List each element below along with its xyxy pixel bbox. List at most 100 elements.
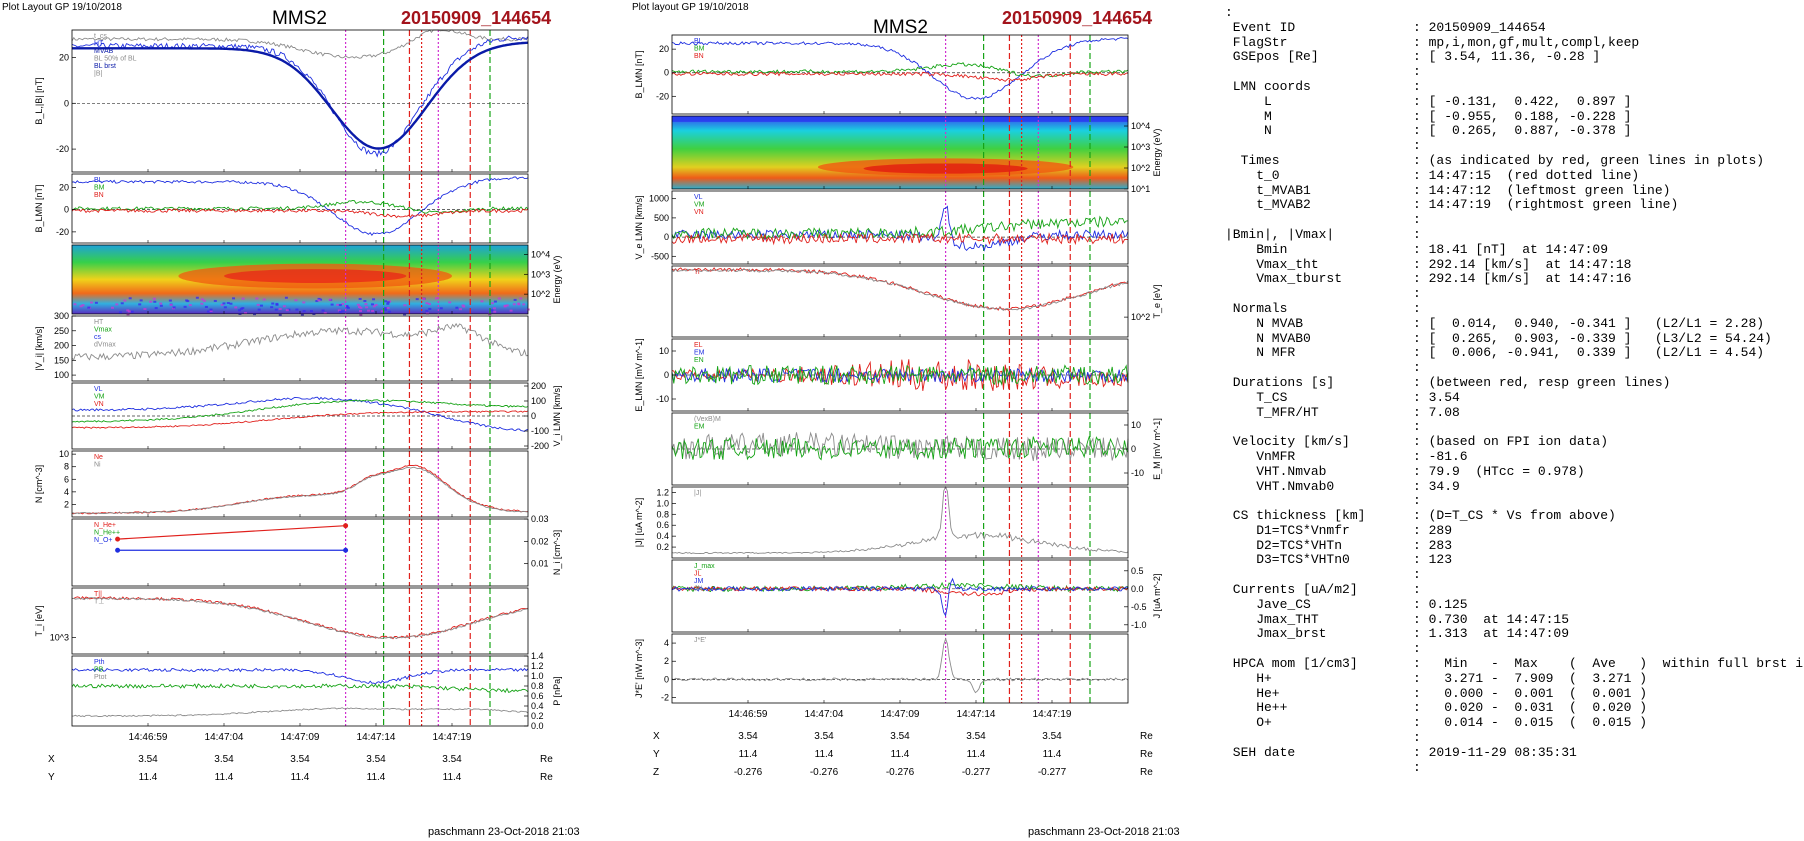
series-BL model (72, 41, 529, 150)
info-key: LMN coords (1225, 78, 1311, 94)
x-tick-label: 14:47:14 (957, 709, 996, 720)
spectrogram-speckle (358, 297, 362, 300)
series-VM (71, 399, 529, 423)
info-key: GSEpos [Re] (1225, 49, 1319, 65)
info-line: VHT.Nmvab0: 34.9 (1225, 479, 1800, 495)
series-EM (671, 364, 1129, 386)
info-value: : 123 (1413, 552, 1453, 568)
spectrogram-speckle (492, 307, 496, 310)
series-VM (671, 215, 1129, 240)
legend-entry: PB (94, 667, 104, 674)
info-line: : (1225, 360, 1800, 376)
spectrogram-speckle (319, 298, 323, 301)
info-value: : 283 (1413, 537, 1453, 553)
spectrogram-speckle (384, 307, 388, 310)
y-tick-label: 10^1 (1131, 184, 1150, 194)
info-line: GSEpos [Re] : [ 3.54, 11.36, -0.28 ] (1225, 49, 1800, 65)
legend-entry: HT (94, 319, 104, 326)
info-key: N MFR (1225, 345, 1296, 361)
info-value: : 3.54 (1413, 389, 1460, 405)
legend-entry: EL (694, 342, 703, 349)
y-tick-label: -20 (56, 227, 69, 237)
spectrogram-speckle (364, 303, 368, 306)
y-tick-label: 2 (64, 499, 69, 509)
y-axis-label: N [cm^-3] (34, 465, 44, 503)
spectrogram-speckle (367, 309, 371, 312)
y-axis-label: B_L,|B| [nT] (34, 77, 44, 124)
spectrogram-speckle (118, 311, 122, 314)
legend-entry: N_He++ (94, 530, 120, 537)
info-line: He+: 0.000 - 0.001 ( 0.001 ) (1225, 686, 1800, 702)
info-value: : (as indicated by red, green lines in p… (1413, 152, 1765, 168)
y-tick-label: 10^2 (1131, 312, 1150, 322)
y-tick-label: 0.4 (531, 701, 544, 711)
series-Pi (71, 683, 529, 694)
spectrogram-speckle (154, 307, 158, 310)
y-tick-label: 100 (54, 370, 69, 380)
position-unit: Re (540, 754, 553, 765)
spectrogram-speckle (262, 298, 266, 301)
legend-entry: J_max (694, 563, 715, 570)
legend-entry: N_He+ (94, 522, 116, 529)
info-value: : (1413, 138, 1421, 154)
series-VL (71, 396, 529, 432)
legend-entry: JL (694, 571, 702, 578)
legend-entry: VM (694, 202, 705, 209)
series-EN (671, 359, 1129, 392)
spectrogram-speckle (152, 297, 156, 300)
info-key: HPCA mom [1/cm3] (1225, 656, 1358, 672)
spectrogram-speckle (81, 304, 85, 307)
spectrogram-speckle (172, 306, 176, 309)
legend-entry: Ptot (94, 674, 107, 681)
spectrogram-speckle (234, 306, 238, 309)
middle-layout-label: Plot layout GP 19/10/2018 (632, 2, 749, 13)
spectrogram-speckle (226, 302, 230, 305)
y-tick-label: 0 (531, 411, 536, 421)
info-line: N: [ 0.265, 0.887, -0.378 ] (1225, 123, 1800, 139)
panel-frame (671, 559, 1129, 633)
info-key: VHT.Nmvab (1225, 463, 1327, 479)
series-BN (671, 71, 1128, 82)
spectrogram-speckle (328, 298, 332, 301)
info-line: D1=TCS*Vnmfr: 289 (1225, 523, 1800, 539)
spectrogram-speckle (448, 301, 452, 304)
spectrogram-speckle (213, 299, 217, 302)
y-tick-label: -10 (1131, 468, 1144, 478)
info-value: : (D=T_CS * Vs from above) (1413, 508, 1616, 524)
series-|J| (671, 485, 1129, 555)
info-line: L: [ -0.131, 0.422, 0.897 ] (1225, 94, 1800, 110)
series-JL (671, 577, 1129, 617)
legend-entry: Pth (94, 659, 105, 666)
series-T|| (71, 595, 529, 640)
info-key: D2=TCS*VHTn (1225, 537, 1343, 553)
y-tick-label: 2 (664, 656, 669, 666)
spectrogram-speckle (380, 310, 384, 313)
spectrogram-speckle (383, 308, 387, 311)
y-tick-label: -20 (56, 144, 69, 154)
middle-chart-svg: 200-20B_LMN [nT]BLBMBN10^410^310^210^1En… (634, 34, 1162, 778)
info-line: Times: (as indicated by red, green lines… (1225, 152, 1800, 169)
info-value: : [ 3.54, 11.36, -0.28 ] (1413, 49, 1601, 65)
info-key: O+ (1225, 715, 1272, 731)
y-tick-label: 100 (531, 396, 546, 406)
legend-entry: MVAB (94, 48, 114, 55)
y-tick-label: 250 (54, 326, 69, 336)
spectrogram-speckle (143, 308, 147, 311)
spectrogram-speckle (149, 300, 153, 303)
y-tick-label: 0 (664, 370, 669, 380)
info-key: Normals (1225, 300, 1288, 316)
y-tick-label: 20 (59, 52, 69, 62)
spectrogram-speckle (115, 303, 119, 306)
spectrogram-speckle (206, 310, 210, 313)
info-line: D2=TCS*VHTn : 283 (1225, 537, 1800, 554)
spectrogram-speckle (323, 312, 327, 315)
info-value: : 0.014 - 0.015 ( 0.015 ) (1413, 715, 1648, 731)
spectrogram-speckle (522, 303, 526, 306)
info-value: : (1413, 64, 1421, 80)
y-axis-label: |J| [uA m^-2] (634, 498, 644, 547)
info-line: t_0: 14:47:15 (red dotted line) (1225, 168, 1800, 184)
y-tick-label: 0.0 (531, 721, 544, 731)
position-value: 11.4 (967, 749, 986, 760)
spectrogram-speckle (458, 308, 462, 311)
